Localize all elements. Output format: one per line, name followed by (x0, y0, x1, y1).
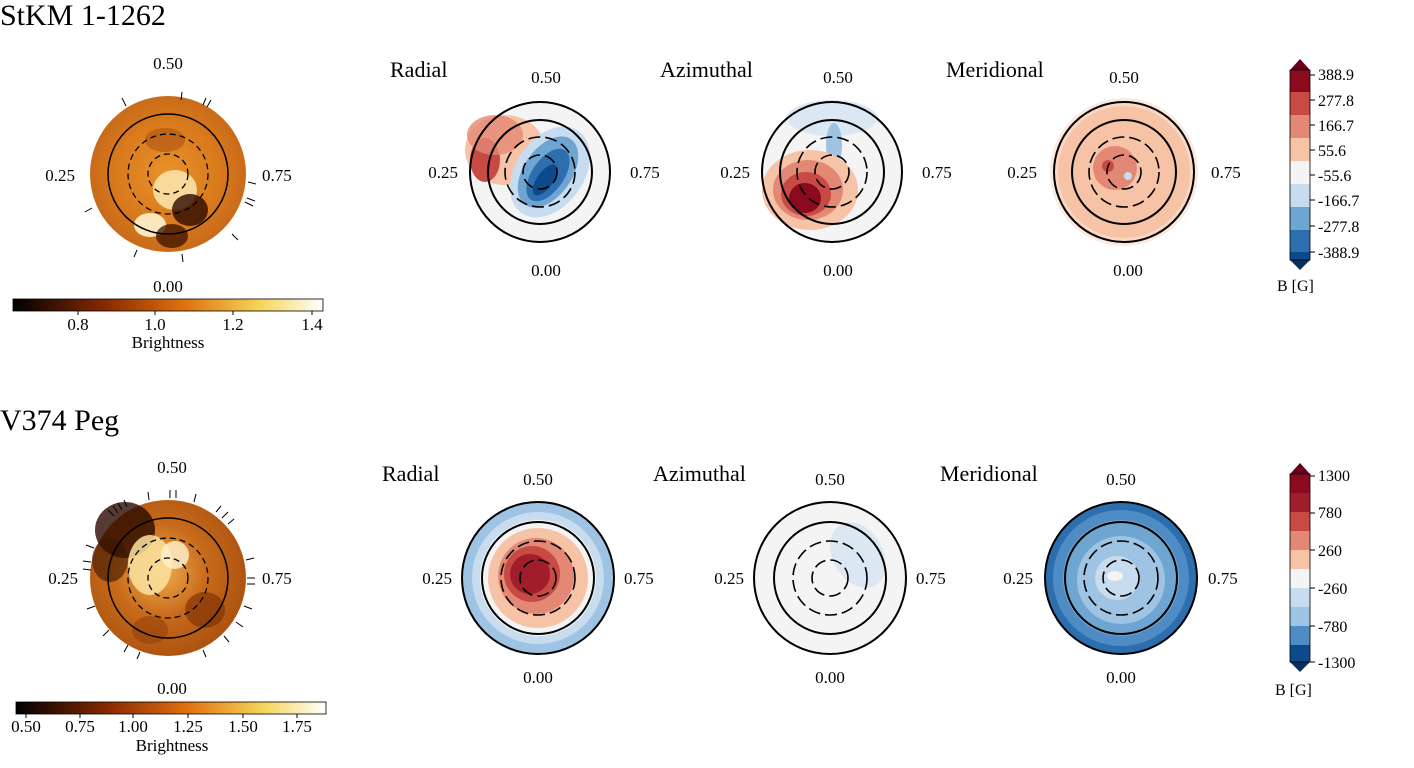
component-title-azimuthal-row1: Azimuthal (660, 57, 753, 82)
brightness-tick-row2-3: 1.25 (173, 717, 203, 736)
azimuthal-phase-right-row1: 0.75 (922, 163, 952, 182)
field-tick-row2-0: 1300 (1318, 468, 1350, 485)
field-colorbar-row1: 388.9 277.8 166.7 55.6 -55.6 -166.7 -277… (1277, 59, 1359, 295)
field-tick-row1-4: -55.6 (1318, 168, 1351, 185)
field-tick-row1-5: -166.7 (1318, 193, 1359, 210)
field-tick-row1-7: -388.9 (1318, 245, 1359, 262)
brightness-map-row1: 0.50 0.25 0.75 0.00 (45, 54, 292, 296)
radial-phase-bottom-row1: 0.00 (531, 261, 561, 280)
meridional-phase-left-row1: 0.25 (1007, 163, 1037, 182)
brightness-phase-left-row2: 0.25 (48, 569, 78, 588)
field-tick-row2-5: -1300 (1318, 655, 1355, 672)
component-title-meridional-row2: Meridional (940, 461, 1038, 486)
radial-phase-top-row2: 0.50 (523, 470, 553, 489)
field-tick-row1-2: 166.7 (1318, 118, 1354, 135)
field-tick-row2-4: -780 (1318, 619, 1347, 636)
meridional-phase-left-row2: 0.25 (1003, 569, 1033, 588)
field-tick-row1-6: -277.8 (1318, 219, 1359, 236)
brightness-phase-top-row1: 0.50 (153, 54, 183, 73)
field-tick-row1-3: 55.6 (1318, 143, 1346, 160)
brightness-phase-left-row1: 0.25 (45, 166, 75, 185)
brightness-tick-row1-2: 1.2 (222, 315, 243, 334)
brightness-tick-row2-5: 1.75 (282, 717, 312, 736)
meridional-phase-top-row2: 0.50 (1106, 470, 1136, 489)
radial-phase-left-row1: 0.25 (428, 163, 458, 182)
field-tick-row2-1: 780 (1318, 505, 1342, 522)
radial-phase-left-row2: 0.25 (422, 569, 452, 588)
magnetic-map-azimuthal-row2: Azimuthal 0.50 0.25 0.75 0.00 (653, 461, 946, 687)
radial-phase-right-row1: 0.75 (630, 163, 660, 182)
azimuthal-phase-left-row2: 0.25 (714, 569, 744, 588)
brightness-phase-right-row1: 0.75 (262, 166, 292, 185)
brightness-tick-row1-1: 1.0 (144, 315, 165, 334)
brightness-tick-row2-4: 1.50 (228, 717, 258, 736)
brightness-phase-right-row2: 0.75 (262, 569, 292, 588)
component-title-radial-row2: Radial (382, 461, 439, 486)
magnetic-map-meridional-row1: Meridional 0.50 0.25 0.75 0.00 (946, 57, 1241, 280)
magnetic-map-radial-row2: Radial 0.50 0.25 0.75 0.00 (382, 461, 654, 687)
brightness-phase-bottom-row2: 0.00 (157, 679, 187, 698)
brightness-tick-row2-1: 0.75 (65, 717, 95, 736)
brightness-phase-top-row2: 0.50 (157, 458, 187, 477)
brightness-colorbar-row1: 0.8 1.0 1.2 1.4 Brightness (12, 298, 324, 352)
meridional-phase-bottom-row1: 0.00 (1113, 261, 1143, 280)
azimuthal-phase-top-row1: 0.50 (823, 68, 853, 87)
magnetic-map-azimuthal-row1: Azimuthal 0.50 0.25 0.75 0.00 (660, 57, 952, 280)
magnetic-map-meridional-row2: Meridional 0.50 0.25 0.75 0.00 (940, 461, 1238, 687)
meridional-phase-right-row2: 0.75 (1208, 569, 1238, 588)
brightness-phase-bottom-row1: 0.00 (153, 277, 183, 296)
azimuthal-phase-left-row1: 0.25 (720, 163, 750, 182)
brightness-colorbar-label-row1: Brightness (132, 333, 205, 352)
meridional-phase-bottom-row2: 0.00 (1106, 668, 1136, 687)
meridional-phase-right-row1: 0.75 (1211, 163, 1241, 182)
brightness-colorbar-row2: 0.50 0.75 1.00 1.25 1.50 1.75 Brightness (11, 701, 327, 755)
azimuthal-phase-top-row2: 0.50 (815, 470, 845, 489)
field-colorbar-label-row2: B [G] (1275, 682, 1312, 699)
brightness-tick-row2-0: 0.50 (11, 717, 41, 736)
azimuthal-phase-bottom-row2: 0.00 (815, 668, 845, 687)
star-name-row1: StKM 1-1262 (0, 0, 166, 32)
component-title-radial-row1: Radial (390, 57, 447, 82)
field-colorbar-row2: 1300 780 260 -260 -780 -1300 B [G] (1275, 463, 1355, 699)
component-title-azimuthal-row2: Azimuthal (653, 461, 746, 486)
field-colorbar-label-row1: B [G] (1277, 278, 1314, 295)
field-tick-row1-0: 388.9 (1318, 67, 1354, 84)
brightness-tick-row1-3: 1.4 (301, 315, 323, 334)
brightness-tick-row2-2: 1.00 (118, 717, 148, 736)
azimuthal-phase-right-row2: 0.75 (916, 569, 946, 588)
component-title-meridional-row1: Meridional (946, 57, 1044, 82)
radial-phase-top-row1: 0.50 (531, 68, 561, 87)
star-name-row2: V374 Peg (0, 404, 119, 437)
magnetic-map-radial-row1: Radial 0.50 0.25 0.75 0.00 (390, 57, 660, 280)
field-tick-row2-3: -260 (1318, 581, 1347, 598)
field-tick-row1-1: 277.8 (1318, 93, 1354, 110)
brightness-map-row2: 0.50 0.25 0.75 0.00 (48, 458, 292, 698)
meridional-phase-top-row1: 0.50 (1109, 68, 1139, 87)
brightness-colorbar-label-row2: Brightness (136, 736, 209, 755)
radial-phase-right-row2: 0.75 (624, 569, 654, 588)
field-tick-row2-2: 260 (1318, 543, 1342, 560)
azimuthal-phase-bottom-row1: 0.00 (823, 261, 853, 280)
brightness-tick-row1-0: 0.8 (67, 315, 88, 334)
radial-phase-bottom-row2: 0.00 (523, 668, 553, 687)
